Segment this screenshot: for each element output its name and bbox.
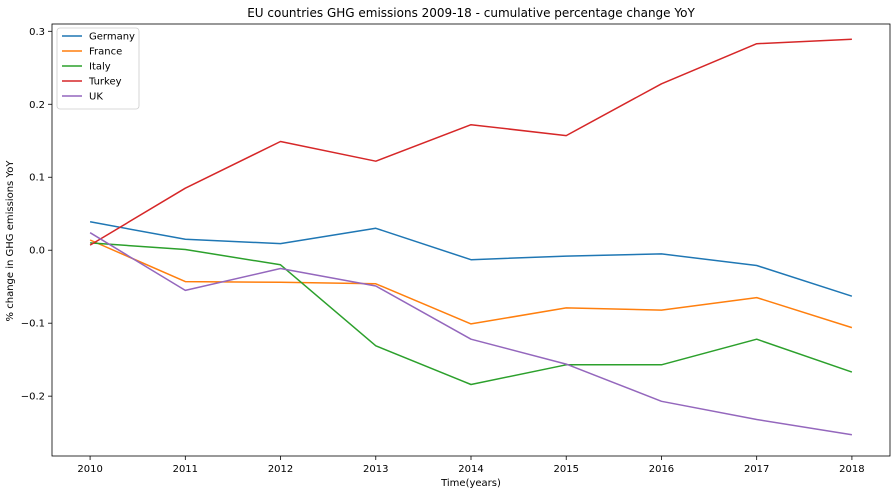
plot-area-frame <box>51 23 891 457</box>
legend-label: UK <box>89 92 103 103</box>
x-tick-label: 2015 <box>554 464 579 475</box>
x-tick-label: 2017 <box>744 464 769 475</box>
legend: Germany France Italy Turkey UK <box>56 27 140 110</box>
series-line-france <box>89 239 853 329</box>
x-axis: 2010 2011 2012 2013 2014 2015 2016 2017 2018 <box>77 456 865 475</box>
series-line-uk <box>89 232 853 436</box>
x-tick-label: 2018 <box>839 464 864 475</box>
legend-label: Turkey <box>88 77 122 88</box>
legend-label: Germany <box>89 32 135 43</box>
series-lines <box>89 38 853 436</box>
x-tick-label: 2014 <box>458 464 483 475</box>
y-axis-title: % change in GHG emissions YoY <box>5 160 16 322</box>
x-tick-label: 2016 <box>649 464 674 475</box>
x-axis-title: Time(years) <box>440 478 501 489</box>
y-tick-label: −0.1 <box>21 319 45 330</box>
series-line-germany <box>89 221 853 297</box>
series-line-italy <box>90 242 853 386</box>
y-tick-label: 0.0 <box>29 246 45 257</box>
x-tick-label: 2010 <box>77 464 102 475</box>
chart-title: EU countries GHG emissions 2009-18 - cum… <box>247 6 695 20</box>
x-tick-label: 2011 <box>173 464 198 475</box>
series-line-turkey <box>89 38 852 246</box>
y-tick-label: −0.2 <box>21 392 45 403</box>
legend-label: France <box>89 47 122 58</box>
legend-box <box>56 27 140 110</box>
y-tick-label: 0.1 <box>29 173 45 184</box>
legend-label: Italy <box>89 62 111 73</box>
x-tick-label: 2013 <box>363 464 388 475</box>
x-tick-label: 2012 <box>268 464 293 475</box>
y-axis: 0.3 0.2 0.1 0.0 −0.1 −0.2 <box>21 27 52 403</box>
y-tick-label: 0.3 <box>29 27 45 38</box>
y-tick-label: 0.2 <box>29 100 45 111</box>
